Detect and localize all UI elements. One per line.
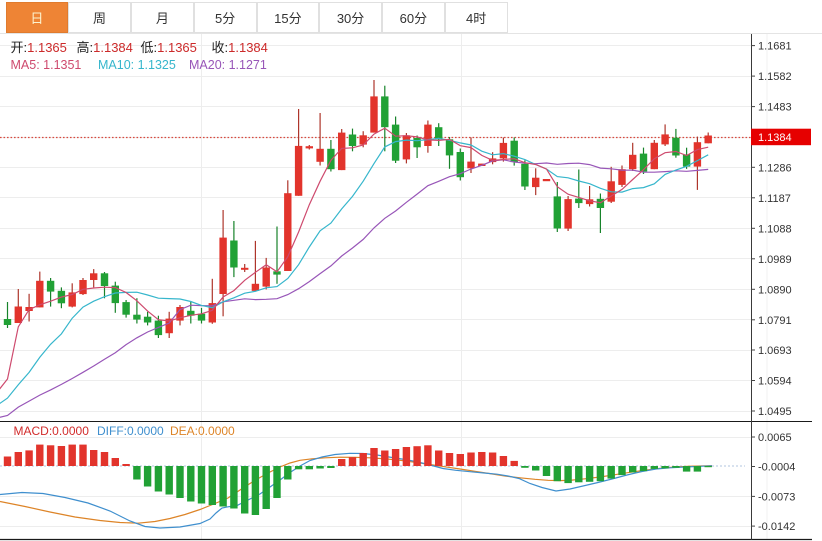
- svg-text:1.0594: 1.0594: [758, 376, 792, 388]
- svg-text:0.0065: 0.0065: [758, 432, 792, 444]
- svg-text:1.0791: 1.0791: [758, 315, 792, 327]
- svg-text:1.1187: 1.1187: [758, 193, 791, 205]
- svg-text:-0.0073: -0.0073: [758, 491, 795, 503]
- svg-text:-0.0004: -0.0004: [758, 462, 795, 474]
- svg-text:1.0989: 1.0989: [758, 254, 792, 266]
- svg-text:1.1582: 1.1582: [758, 71, 792, 83]
- svg-text:1.1384: 1.1384: [758, 132, 792, 144]
- svg-text:1.1088: 1.1088: [758, 223, 792, 235]
- svg-text:1.1483: 1.1483: [758, 102, 792, 114]
- svg-text:1.0693: 1.0693: [758, 345, 792, 357]
- svg-text:1.1286: 1.1286: [758, 162, 792, 174]
- svg-text:1.0890: 1.0890: [758, 284, 792, 296]
- svg-text:1.0495: 1.0495: [758, 406, 792, 418]
- svg-text:-0.0142: -0.0142: [758, 521, 795, 533]
- svg-text:1.1681: 1.1681: [758, 41, 792, 53]
